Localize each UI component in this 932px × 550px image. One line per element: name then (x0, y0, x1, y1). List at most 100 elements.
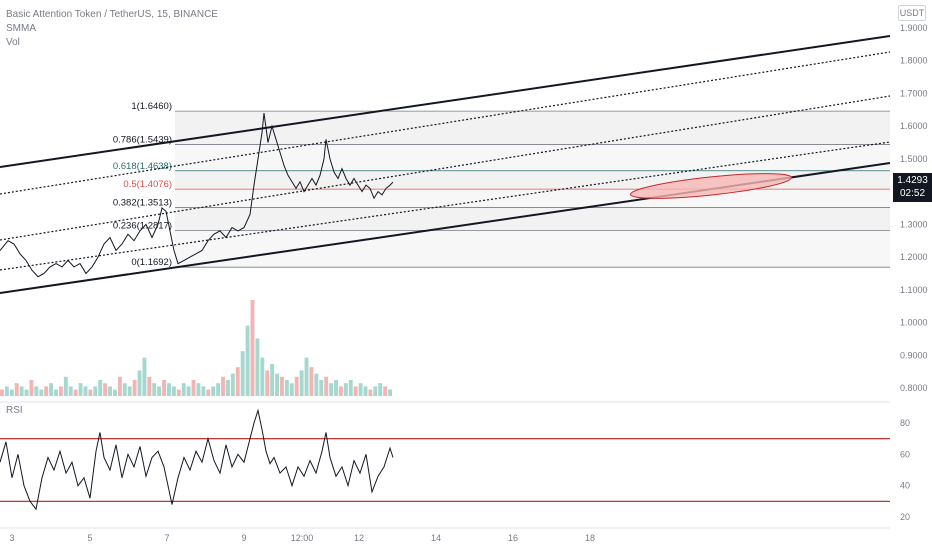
volume-bar (363, 386, 368, 396)
volume-bar (309, 367, 314, 396)
volume-bar (14, 383, 19, 396)
price-axis-tick-0: 1.9000 (900, 23, 928, 33)
time-axis-tick-5: 12 (354, 533, 364, 543)
volume-bar (0, 389, 4, 396)
volume-bar (319, 380, 324, 396)
volume-bar (176, 389, 181, 396)
time-axis-tick-8: 18 (585, 533, 595, 543)
currency-badge[interactable]: USDT (898, 5, 926, 21)
time-axis-tick-0: 3 (9, 533, 14, 543)
volume-bar (4, 386, 9, 396)
price-axis-tick-3: 1.6000 (900, 121, 928, 131)
fibonacci-retracement[interactable]: 1(1.6460) 0.786(1.5439) 0.618(1.4638) 0.5(1… (113, 101, 890, 268)
volume-bar (93, 386, 98, 396)
price-axis-tick-2: 1.7000 (900, 88, 928, 98)
volume-bar (358, 383, 363, 396)
volume-bar (255, 338, 260, 396)
volume-bar (167, 383, 171, 396)
price-axis-tick-9: 1.0000 (900, 318, 928, 328)
volume-bar (44, 386, 49, 396)
fib-level-label-3: 0.5(1.4076) (123, 179, 172, 190)
volume-bar (103, 383, 108, 396)
volume-bar (240, 351, 245, 396)
price-series-line[interactable] (0, 113, 394, 278)
volume-bar (98, 380, 103, 396)
channel-top-line[interactable] (0, 35, 891, 168)
rsi-axis-tick-1: 60 (900, 449, 910, 459)
volume-bar (368, 389, 373, 396)
volume-bar (171, 386, 176, 396)
volume-bar (127, 386, 132, 396)
time-axis-tick-2: 7 (164, 533, 169, 543)
volume-bar (304, 357, 309, 396)
rsi-axis-tick-3: 20 (900, 512, 910, 522)
volume-bar (230, 373, 235, 396)
volume-bar (245, 325, 250, 396)
volume-bar (63, 376, 68, 396)
volume-bar (191, 380, 196, 396)
fib-level-label-1: 0.786(1.5439) (113, 135, 172, 146)
channel-mid-lower-line[interactable] (0, 141, 891, 271)
target-ellipse[interactable] (629, 169, 793, 204)
volume-bar (235, 367, 240, 396)
volume-bar (206, 389, 211, 396)
fib-level-label-4: 0.382(1.3513) (113, 198, 172, 209)
volume-bar (280, 376, 284, 396)
time-axis-tick-1: 5 (87, 533, 92, 543)
volume-bar (275, 373, 280, 396)
volume-bar (132, 380, 137, 396)
fib-level-label-6: 0(1.1692) (131, 257, 172, 268)
volume-bar (122, 383, 127, 396)
volume-bar (157, 386, 162, 396)
time-axis[interactable]: 3 5 7 9 12:00 12 14 16 18 (9, 533, 595, 543)
volume-bar (112, 389, 117, 396)
volume-bar (29, 380, 34, 396)
price-axis-tick-10: 0.9000 (900, 350, 928, 360)
volume-bar (152, 383, 157, 396)
volume-bar (225, 380, 230, 396)
rsi-series-line[interactable] (0, 408, 394, 511)
volume-bar (73, 389, 78, 396)
volume-bar (383, 386, 388, 396)
volume-bar (299, 370, 304, 396)
volume-bar (216, 383, 221, 396)
volume-bar (294, 376, 299, 396)
volume-bar (181, 383, 186, 396)
time-axis-tick-7: 16 (508, 533, 518, 543)
volume-bar (137, 370, 142, 396)
rsi-axis-tick-2: 40 (900, 481, 910, 491)
time-axis-tick-3: 9 (241, 533, 246, 543)
volume-bar (117, 376, 122, 396)
price-axis[interactable]: 1.90001.80001.70001.60001.50001.40001.30… (900, 23, 928, 393)
volume-bar (348, 380, 353, 396)
volume-bar (54, 389, 58, 396)
volume-bar (260, 357, 265, 396)
rsi-pane-label[interactable]: RSI (6, 405, 23, 416)
rsi-axis[interactable]: 80 60 40 20 (900, 418, 910, 522)
symbol-title[interactable]: Basic Attention Token / TetherUS, 15, BI… (6, 9, 218, 20)
indicator-smma-label[interactable]: SMMA (6, 23, 36, 34)
volume-bar (289, 383, 294, 396)
volume-bar (265, 370, 270, 396)
volume-bar (338, 386, 343, 396)
volume-bars (0, 300, 392, 396)
volume-bar (388, 389, 392, 396)
volume-bar (334, 380, 338, 396)
fib-level-label-0: 1(1.6460) (131, 101, 172, 112)
price-axis-tick-7: 1.2000 (900, 252, 928, 262)
fib-band-0 (175, 111, 890, 145)
volume-bar (68, 386, 73, 396)
fib-band-3 (175, 189, 890, 208)
price-axis-tick-4: 1.5000 (900, 154, 928, 164)
volume-bar (270, 364, 275, 396)
rsi-pane[interactable] (0, 401, 890, 511)
volume-bar (221, 376, 225, 396)
fib-level-label-5: 0.236(1.2817) (113, 220, 172, 231)
volume-bar (314, 373, 319, 396)
price-axis-tick-8: 1.1000 (900, 285, 928, 295)
volume-bar (186, 386, 191, 396)
price-axis-tick-1: 1.8000 (900, 56, 928, 66)
indicator-vol-label[interactable]: Vol (6, 37, 20, 48)
last-price-tag: 1.4293 02:52 (893, 173, 932, 202)
